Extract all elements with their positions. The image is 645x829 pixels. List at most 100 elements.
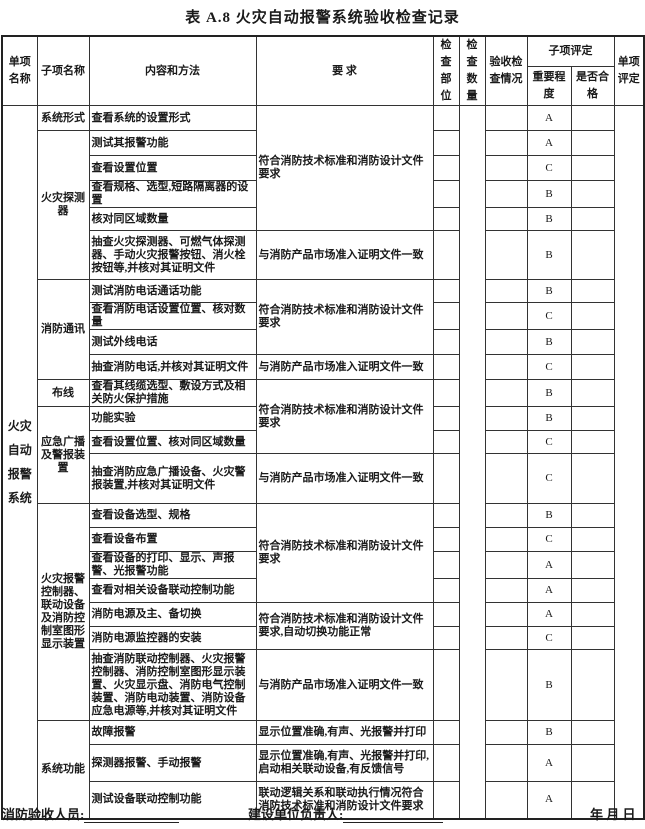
acceptance-cell[interactable] [484,130,528,156]
content-cell: 探测器报警、手动报警 [88,744,257,782]
check-location-cell[interactable] [432,155,460,181]
acceptance-cell[interactable] [484,453,528,504]
qualified-cell[interactable] [570,527,615,552]
table-row: 抽查消防电话,并核对其证明文件 与消防产品市场准入证明文件一致 C [2,354,644,380]
qualified-cell[interactable] [570,180,615,208]
check-location-cell[interactable] [432,453,460,504]
check-quantity-cell[interactable] [458,105,486,819]
qualified-cell[interactable] [570,720,615,745]
acceptance-cell[interactable] [484,649,528,721]
content-cell: 功能实验 [88,406,257,431]
header-acceptance: 验收检查情况 [484,35,528,106]
importance-cell: B [526,230,572,280]
requirement-cell: 显示位置准确,有声、光报警并打印 [255,720,434,745]
acceptance-cell[interactable] [484,720,528,745]
acceptance-cell[interactable] [484,551,528,579]
check-location-cell[interactable] [432,527,460,552]
acceptance-cell[interactable] [484,578,528,603]
qualified-cell[interactable] [570,354,615,380]
check-location-cell[interactable] [432,279,460,303]
acceptance-cell[interactable] [484,406,528,431]
content-cell: 故障报警 [88,720,257,745]
check-location-cell[interactable] [432,105,460,131]
qualified-cell[interactable] [570,649,615,721]
check-location-cell[interactable] [432,130,460,156]
check-location-cell[interactable] [432,744,460,782]
qualified-cell[interactable] [570,578,615,603]
table-row: 查看对相关设备联动控制功能 A [2,578,644,603]
check-location-cell[interactable] [432,329,460,355]
check-location-cell[interactable] [432,354,460,380]
acceptance-cell[interactable] [484,503,528,528]
header-item-name: 单项名称 [1,35,38,106]
qualified-cell[interactable] [570,551,615,579]
check-location-cell[interactable] [432,578,460,603]
qualified-cell[interactable] [570,379,615,407]
acceptance-cell[interactable] [484,527,528,552]
acceptance-cell[interactable] [484,230,528,280]
qualified-cell[interactable] [570,207,615,231]
qualified-cell[interactable] [570,744,615,782]
content-cell: 测试其报警功能 [88,130,257,156]
acceptance-cell[interactable] [484,781,528,819]
header-sub-name: 子项名称 [36,35,90,106]
qualified-cell[interactable] [570,781,615,819]
requirement-cell: 与消防产品市场准入证明文件一致 [255,230,434,280]
qualified-cell[interactable] [570,329,615,355]
qualified-cell[interactable] [570,602,615,627]
acceptance-cell[interactable] [484,180,528,208]
check-location-cell[interactable] [432,720,460,745]
check-location-cell[interactable] [432,649,460,721]
check-location-cell[interactable] [432,781,460,819]
importance-cell: B [526,329,572,355]
qualified-cell[interactable] [570,105,615,131]
qualified-cell[interactable] [570,155,615,181]
content-cell: 查看设备选型、规格 [88,503,257,528]
acceptance-cell[interactable] [484,279,528,303]
acceptance-cell[interactable] [484,105,528,131]
qualified-cell[interactable] [570,130,615,156]
acceptance-cell[interactable] [484,602,528,627]
importance-cell: C [526,527,572,552]
acceptance-cell[interactable] [484,329,528,355]
qualified-cell[interactable] [570,302,615,330]
check-location-cell[interactable] [432,551,460,579]
table-row: 火灾自动报警系统 系统形式 查看系统的设置形式 符合消防技术标准和消防设计文件要求 A [1,105,645,819]
requirement-cell: 与消防产品市场准入证明文件一致 [255,649,434,721]
acceptance-cell[interactable] [484,207,528,231]
check-location-cell[interactable] [432,379,460,407]
item-name-cell: 火灾自动报警系统 [1,105,38,819]
table-row: 查看设备布置 C [2,527,644,552]
acceptance-cell[interactable] [484,354,528,380]
qualified-cell[interactable] [570,626,615,650]
item-eval-cell[interactable] [613,105,645,819]
qualified-cell[interactable] [570,230,615,280]
acceptance-cell[interactable] [484,626,528,650]
acceptance-cell[interactable] [484,744,528,782]
header-qualified: 是否合格 [570,66,615,106]
check-location-cell[interactable] [432,602,460,627]
qualified-cell[interactable] [570,503,615,528]
sub-name-cell: 消防通讯 [36,279,90,380]
check-location-cell[interactable] [432,230,460,280]
acceptance-cell[interactable] [484,379,528,407]
header-check-location: 检查部位 [432,35,460,106]
table-row: 抽查火灾探测器、可燃气体探测器、手动火灾报警按钮、消火栓按钮等,并核对其证明文件… [2,230,644,280]
acceptance-cell[interactable] [484,302,528,330]
table-row: 系统功能 故障报警 显示位置准确,有声、光报警并打印 B [2,720,644,819]
check-location-cell[interactable] [432,406,460,431]
acceptance-cell[interactable] [484,155,528,181]
check-location-cell[interactable] [432,302,460,330]
qualified-cell[interactable] [570,430,615,454]
acceptance-cell[interactable] [484,430,528,454]
inspector-signature-field[interactable] [84,808,180,823]
qualified-cell[interactable] [570,406,615,431]
owner-signature-field[interactable] [343,808,444,823]
check-location-cell[interactable] [432,180,460,208]
check-location-cell[interactable] [432,207,460,231]
qualified-cell[interactable] [570,279,615,303]
check-location-cell[interactable] [432,430,460,454]
check-location-cell[interactable] [432,626,460,650]
check-location-cell[interactable] [432,503,460,528]
qualified-cell[interactable] [570,453,615,504]
